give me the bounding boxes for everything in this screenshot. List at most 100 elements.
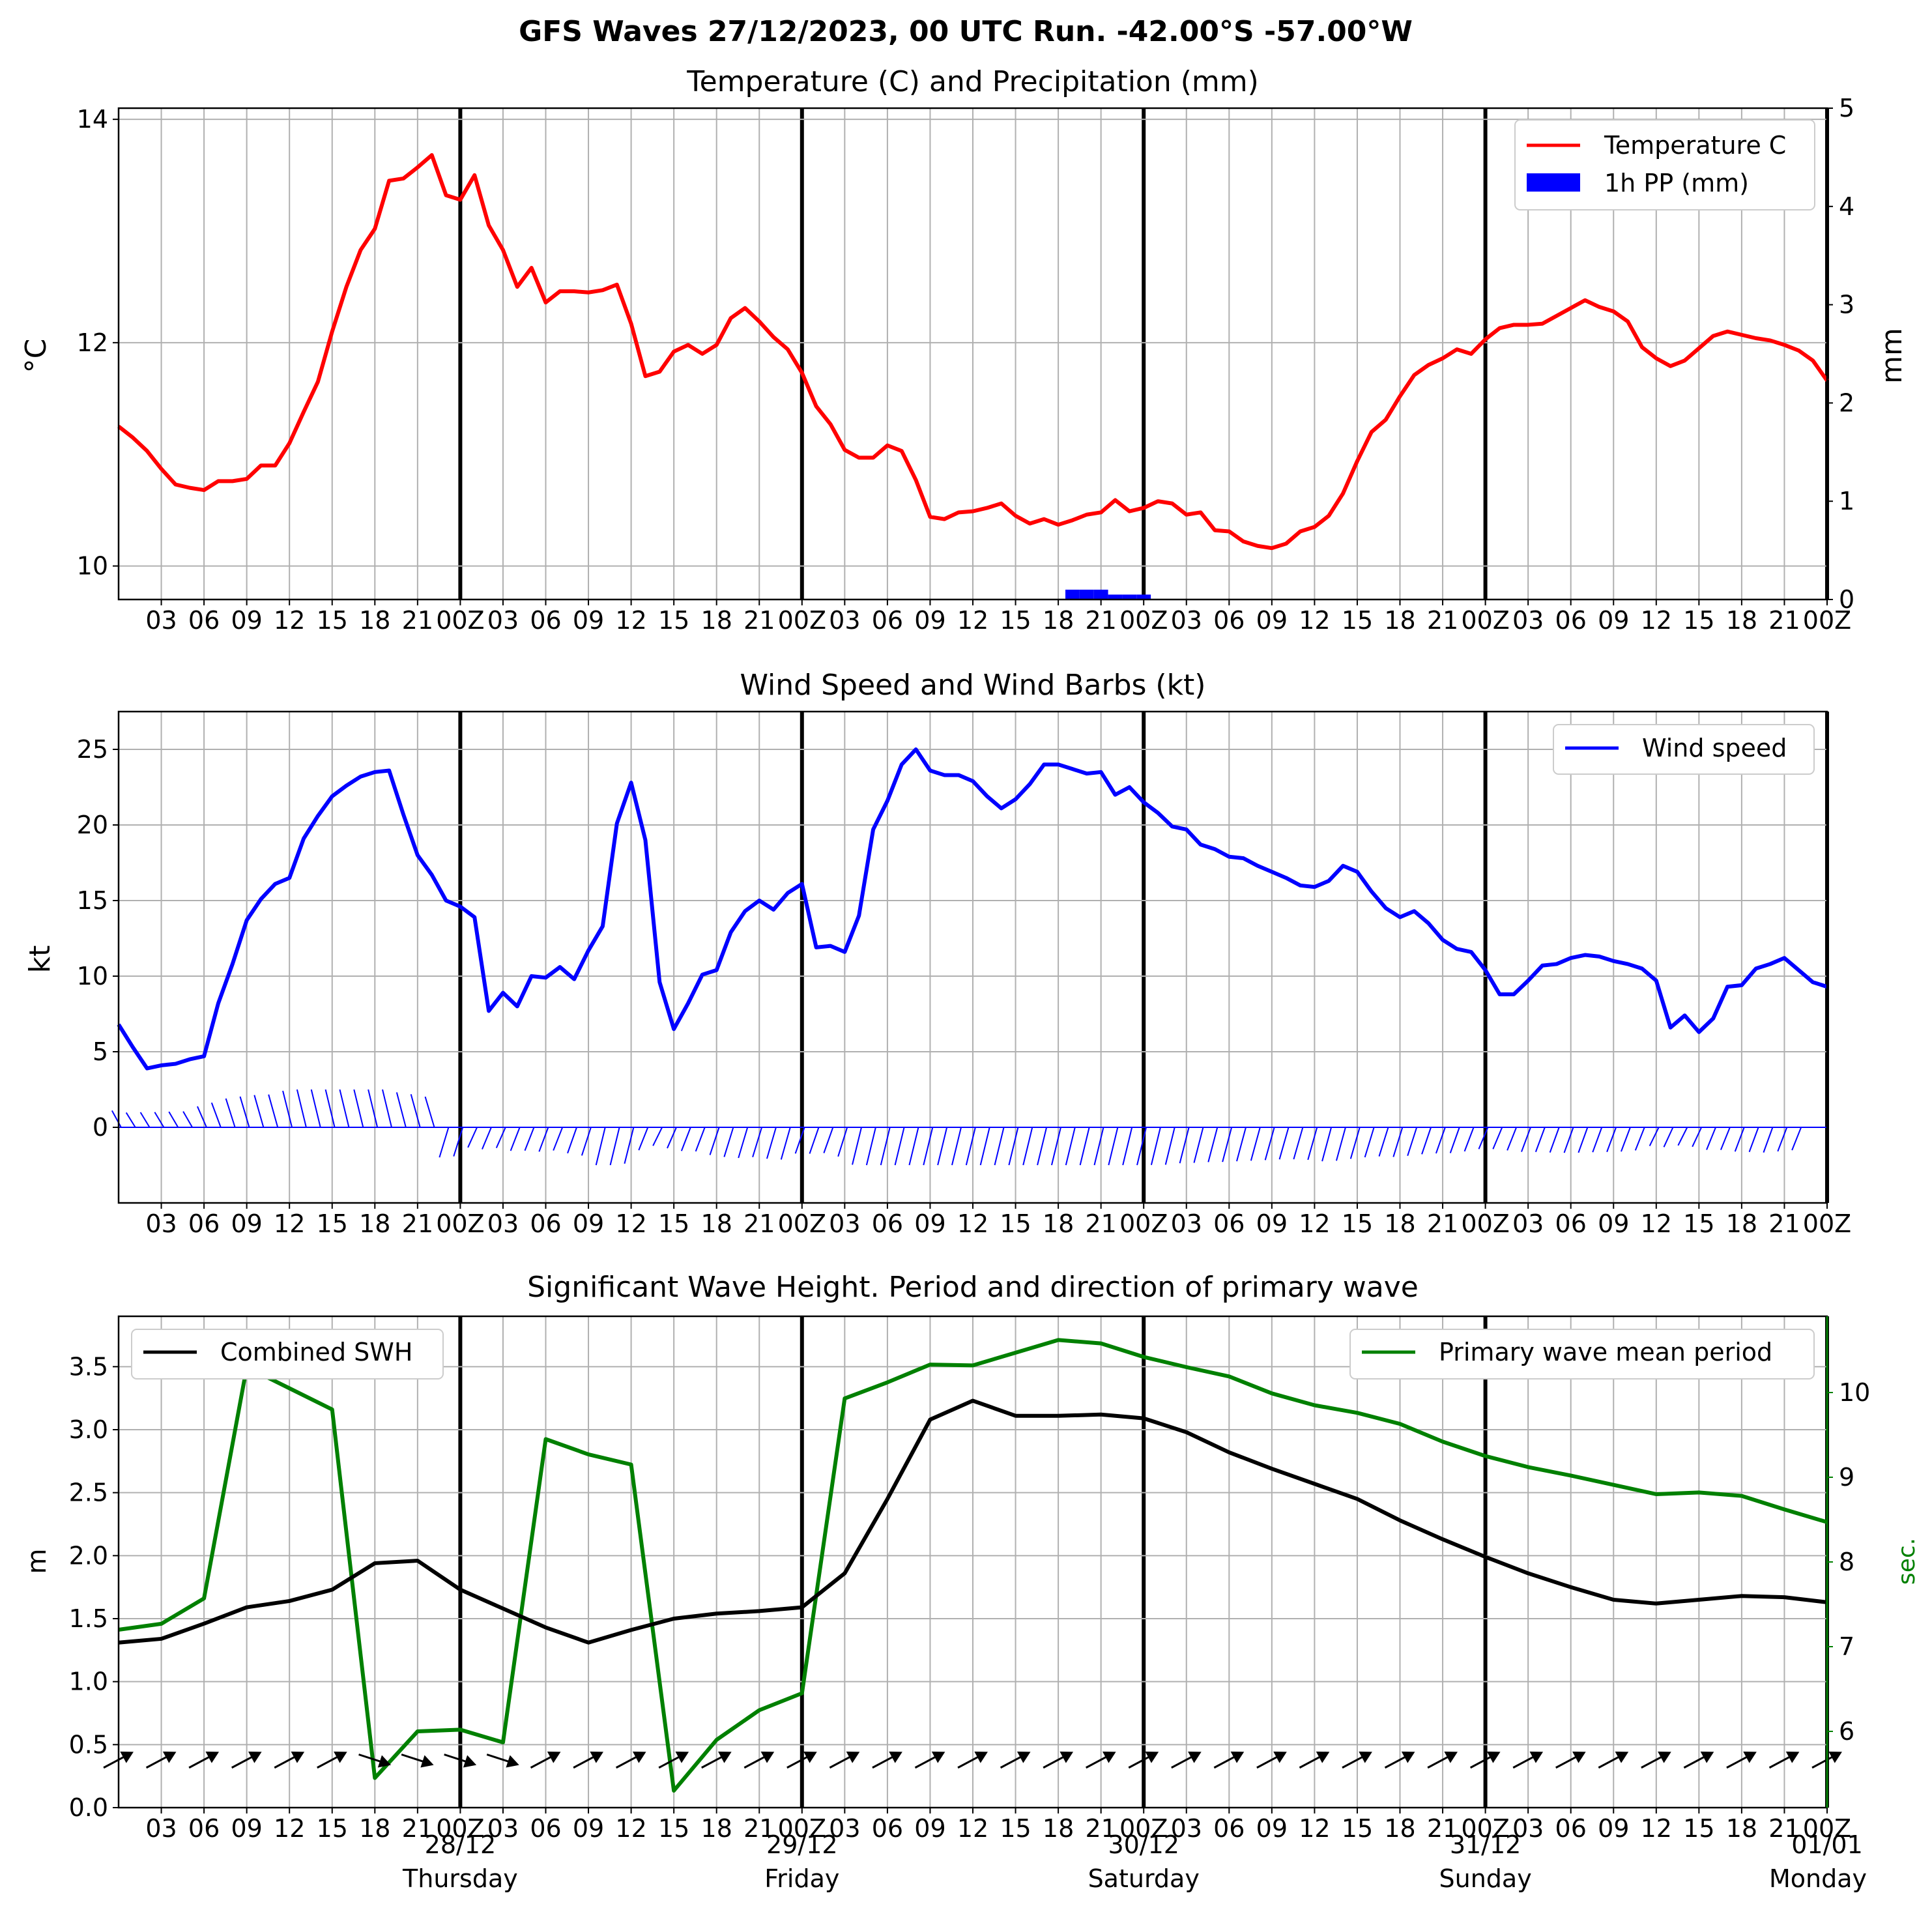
wave-arrow-shaft <box>1043 1754 1067 1769</box>
wind-barb-flag <box>1449 1127 1460 1153</box>
y2-tick-label: 9 <box>1839 1463 1854 1492</box>
y-tick-label: 3.5 <box>69 1352 108 1381</box>
wave-arrow-head <box>162 1751 177 1763</box>
precip-bar <box>1065 589 1080 599</box>
wind-barb <box>652 1127 689 1146</box>
wind-barb-flag <box>1521 1127 1531 1152</box>
x-tick-label: 18 <box>1043 1209 1074 1238</box>
wave-arrow-shaft <box>1726 1754 1750 1769</box>
wave-direction-arrow <box>274 1751 305 1769</box>
x-tick-label: 00Z <box>1461 1209 1509 1238</box>
wave-arrow-head <box>420 1755 434 1768</box>
x-tick-label: 03 <box>1171 1209 1202 1238</box>
x-tick-label: 18 <box>359 1209 390 1238</box>
wave-direction-arrow <box>486 1754 519 1768</box>
wave-direction-arrow <box>615 1751 646 1769</box>
x-tick-label: 09 <box>573 606 604 635</box>
wind-barb-flag <box>1720 1127 1731 1151</box>
wind-barb-flag <box>1621 1127 1631 1152</box>
wave-arrow-shaft <box>1256 1754 1280 1769</box>
y2-tick-label: 5 <box>1839 94 1854 123</box>
wind-barb-flag <box>538 1127 549 1152</box>
wave-arrow-head <box>718 1751 732 1763</box>
wave-arrow-shaft <box>1085 1754 1110 1769</box>
wind-barb-flag <box>1108 1127 1119 1166</box>
wind-barb-flag <box>709 1127 720 1155</box>
wave-arrow-shaft <box>1171 1754 1195 1769</box>
wave-arrow-shaft <box>317 1754 341 1769</box>
x-tick-label: 03 <box>1512 1209 1544 1238</box>
wave-arrow-head <box>1572 1751 1586 1763</box>
wave-arrow-head <box>1401 1751 1415 1763</box>
wave-arrow-shaft <box>1000 1754 1024 1769</box>
wind-barb-flag <box>1278 1127 1290 1160</box>
wind-barb-flag <box>994 1127 1005 1166</box>
day-name-label: Saturday <box>1088 1864 1200 1893</box>
x-tick-label: 09 <box>914 606 945 635</box>
temperature-legend-box <box>1514 119 1815 210</box>
y-tick-label: 3.0 <box>69 1415 108 1444</box>
wave-direction-arrow <box>231 1751 262 1769</box>
x-tick-label: 12 <box>274 1209 305 1238</box>
wave-arrow-head <box>1828 1751 1842 1763</box>
wind-barb <box>567 1127 603 1154</box>
temperature-plot-frame <box>117 107 1828 601</box>
swh-legend: Combined SWH <box>131 1329 444 1379</box>
wind-barb-flag <box>766 1127 777 1159</box>
wind-barb-flag <box>667 1127 677 1149</box>
wind-barb-flag <box>837 1127 848 1157</box>
wave-arrow-head <box>1529 1751 1544 1763</box>
wave-arrow-shaft <box>358 1754 384 1764</box>
wind-barb-flag <box>1179 1127 1190 1164</box>
wind-barb-flag <box>210 1102 222 1128</box>
wave-arrow-shaft <box>872 1754 896 1769</box>
y2-tick-label: 6 <box>1839 1717 1854 1746</box>
day-name-label: Sunday <box>1439 1864 1532 1893</box>
wind-barb-flag <box>125 1112 136 1128</box>
x-tick-label: 00Z <box>778 1814 826 1843</box>
wind-barb-flag <box>353 1089 364 1128</box>
wave-direction-arrow <box>1171 1751 1202 1769</box>
x-tick-label: 00Z <box>436 1814 484 1843</box>
x-tick-label: 06 <box>188 1814 220 1843</box>
y-tick-label: 10 <box>77 962 108 990</box>
wave-arrow-shaft <box>786 1754 811 1769</box>
wave-arrow-head <box>377 1755 392 1768</box>
wind-barb-flag <box>1535 1127 1546 1153</box>
wind-barb-flag <box>1335 1127 1346 1161</box>
y-tick-label: 0.5 <box>69 1730 108 1759</box>
x-tick-label: 09 <box>1256 606 1288 635</box>
wave-arrow-head <box>1743 1751 1757 1763</box>
wave-direction-arrow <box>1342 1751 1372 1769</box>
temperature-precip-panel: Temperature (C) and Precipitation (mm) °… <box>20 65 1909 635</box>
wave-arrow-shaft <box>957 1754 982 1769</box>
x-tick-label: 03 <box>145 606 177 635</box>
wind-barb-flag <box>197 1106 207 1128</box>
wind-barb <box>624 1127 660 1164</box>
x-tick-label: 12 <box>957 1209 988 1238</box>
wind-barb-flag <box>1563 1127 1574 1153</box>
x-tick-label: 09 <box>1598 1814 1629 1843</box>
wind-barb-flag <box>1150 1127 1161 1166</box>
wave-arrow-shaft <box>145 1754 170 1769</box>
x-tick-label: 06 <box>188 1209 220 1238</box>
x-tick-label: 03 <box>829 606 860 635</box>
wave-arrow-head <box>1016 1751 1031 1763</box>
x-tick-label: 15 <box>317 1814 348 1843</box>
x-tick-label: 06 <box>1555 1814 1587 1843</box>
x-tick-label: 21 <box>1768 606 1800 635</box>
wave-panel: Significant Wave Height. Period and dire… <box>22 1271 1920 1843</box>
wind-barb-flag <box>752 1127 763 1157</box>
day-date-label: 31/12 <box>1450 1830 1521 1859</box>
wind-barb <box>766 1127 802 1159</box>
x-tick-label: 15 <box>317 606 348 635</box>
wind-barb <box>1692 1127 1728 1148</box>
wind-barb <box>368 1089 404 1128</box>
wind-barb-flag <box>324 1089 336 1128</box>
x-tick-label: 12 <box>274 1814 305 1843</box>
wave-arrow-shaft <box>573 1754 598 1769</box>
wind-barb-flag <box>1763 1127 1774 1153</box>
y2-tick-label: 3 <box>1839 291 1854 319</box>
wave-direction-arrow <box>1000 1751 1031 1769</box>
wave-direction-arrow <box>530 1751 561 1769</box>
